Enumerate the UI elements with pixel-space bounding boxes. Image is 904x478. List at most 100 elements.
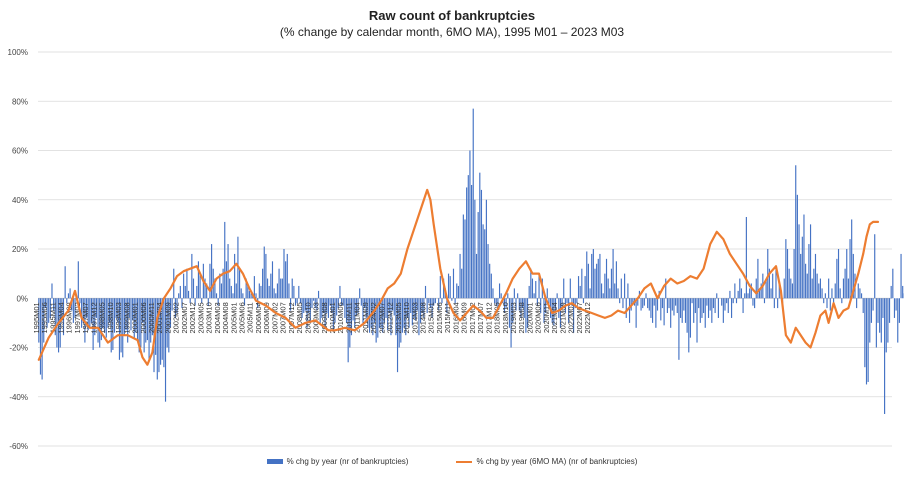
bar: [413, 298, 415, 318]
legend-item-line: % chg by year (6MO MA) (nr of bankruptci…: [456, 457, 637, 466]
line-series: [37, 188, 880, 366]
bar: [884, 298, 886, 414]
bar: [693, 298, 695, 323]
bar: [503, 298, 506, 314]
bar: [390, 298, 392, 336]
bar: [81, 298, 83, 328]
x-tick-label: 2012M12: [386, 302, 395, 333]
bar: [411, 298, 413, 326]
bar: [717, 298, 719, 318]
bar: [757, 258, 759, 299]
bar: [298, 285, 300, 299]
y-tick-label: 0%: [16, 294, 28, 303]
bar: [388, 298, 390, 314]
bar: [215, 293, 218, 299]
y-tick-label: -40%: [9, 393, 28, 402]
bar: [704, 298, 706, 328]
bar: [232, 293, 234, 299]
bar: [446, 298, 448, 314]
bar: [61, 298, 63, 318]
x-tick-label: 2019M08: [517, 302, 526, 333]
bar: [722, 298, 724, 323]
bar: [71, 298, 73, 311]
x-tick-label: 2015M06: [435, 302, 444, 333]
bar: [730, 298, 733, 318]
bar: [299, 298, 302, 304]
bar: [278, 268, 280, 299]
bar: [609, 288, 611, 299]
bar: [97, 298, 99, 343]
bar: [283, 249, 285, 299]
bar: [581, 268, 583, 299]
bar: [684, 298, 687, 323]
x-tick-label: 2011M09: [361, 302, 370, 333]
bar: [56, 298, 58, 348]
bar: [164, 298, 167, 402]
bar: [893, 298, 896, 318]
x-tick-label: 2004M08: [221, 302, 230, 333]
bar: [763, 298, 766, 304]
bar: [156, 298, 158, 380]
bar: [331, 298, 333, 314]
bar: [523, 298, 525, 318]
bar: [877, 298, 879, 323]
bar: [760, 283, 762, 299]
bar: [902, 285, 904, 299]
y-tick-label: -20%: [9, 344, 28, 353]
bar: [596, 263, 598, 299]
bar: [597, 258, 599, 299]
bar: [888, 298, 891, 323]
bar: [39, 298, 42, 375]
bar: [160, 298, 162, 365]
bar: [559, 298, 562, 328]
bar: [520, 298, 522, 318]
bar: [423, 298, 425, 318]
bar: [589, 288, 591, 299]
bar: [729, 290, 731, 299]
bar: [385, 298, 387, 318]
legend: % chg by year (nr of bankruptcies) % chg…: [0, 457, 904, 466]
bar: [816, 273, 818, 299]
bar: [392, 298, 394, 311]
bar: [579, 285, 581, 299]
x-tick-label: 2022M07: [575, 302, 584, 333]
bar: [637, 298, 639, 306]
x-tick-label: 2021M04: [550, 302, 559, 333]
bar: [490, 273, 492, 299]
bar: [291, 278, 293, 299]
bar: [355, 298, 357, 316]
x-tick-label: 2000M01: [131, 302, 140, 333]
bar: [439, 276, 441, 299]
bar: [612, 249, 614, 299]
bar: [479, 172, 481, 299]
bar: [512, 298, 514, 323]
bar: [372, 298, 374, 336]
bar: [169, 298, 172, 328]
bar: [533, 293, 535, 299]
bar: [57, 298, 60, 353]
bar: [847, 278, 849, 299]
bar: [395, 298, 397, 336]
x-tick-label: 2022M12: [583, 302, 592, 333]
bar: [561, 298, 563, 309]
bar: [189, 298, 191, 304]
bar: [192, 278, 195, 299]
bar: [836, 258, 838, 299]
bar: [897, 298, 899, 343]
bar: [194, 298, 196, 306]
bar: [467, 175, 469, 299]
x-tick-label: 2008M05: [295, 302, 304, 333]
bar: [829, 298, 831, 311]
bar: [744, 293, 746, 299]
bar: [123, 298, 125, 336]
bar: [265, 253, 267, 299]
x-tick-label: 2005M06: [238, 302, 247, 333]
x-tick-label: 2020M11: [542, 302, 551, 333]
bar: [563, 278, 565, 299]
bar: [714, 298, 716, 314]
bar: [726, 298, 728, 304]
bar: [107, 298, 109, 328]
bar: [243, 298, 246, 306]
bar: [805, 263, 807, 299]
bar: [309, 298, 311, 323]
